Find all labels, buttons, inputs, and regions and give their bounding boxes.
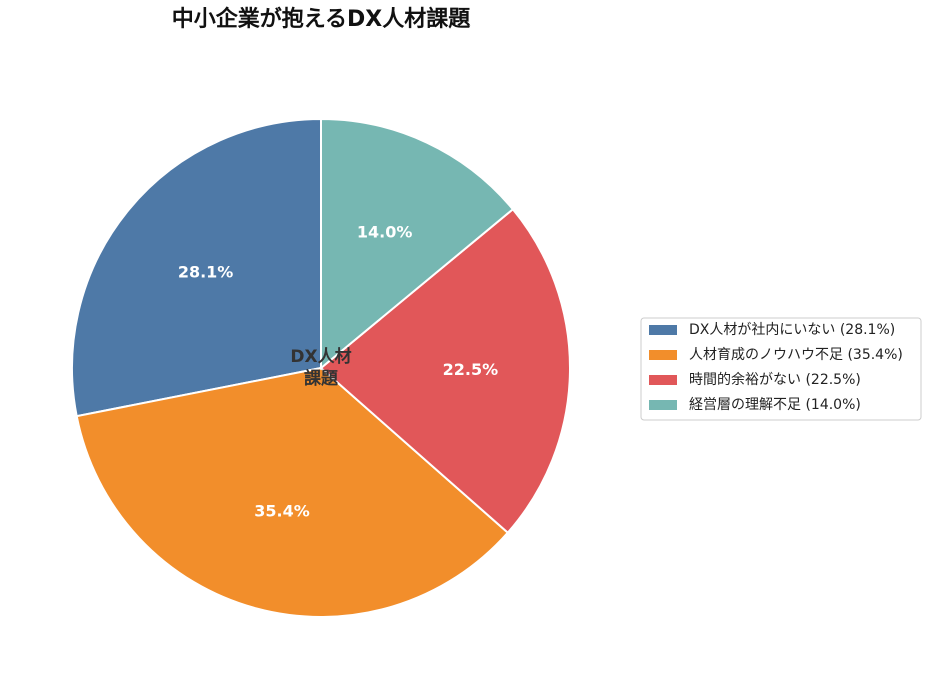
pie-slice: [319, 207, 571, 535]
slice-label: 28.1%: [178, 263, 234, 282]
slice-label: 14.0%: [357, 222, 413, 241]
legend-box: [640, 317, 922, 421]
legend-swatch: [649, 375, 677, 385]
slice-label: 35.4%: [254, 502, 310, 521]
legend-label: 経営層の理解不足 (14.0%): [689, 397, 861, 413]
center-label: 課題: [304, 368, 339, 389]
chart-title: 中小企業が抱えるDX人材課題: [172, 6, 472, 32]
legend-label: 時間的余裕がない (22.5%): [689, 371, 861, 388]
legend-swatch: [649, 350, 677, 360]
pie-slice: [320, 117, 515, 371]
pie-slice: [75, 366, 510, 618]
legend-label: 人材育成のノウハウ不足 (35.4%): [689, 347, 903, 363]
legend-label: DX人材が社内にいない (28.1%): [689, 322, 895, 338]
legend-swatch: [649, 400, 677, 410]
legend-swatch: [649, 325, 677, 335]
slice-label: 22.5%: [443, 360, 499, 379]
center-label: DX人材: [290, 346, 351, 367]
pie-slice: [71, 117, 322, 418]
